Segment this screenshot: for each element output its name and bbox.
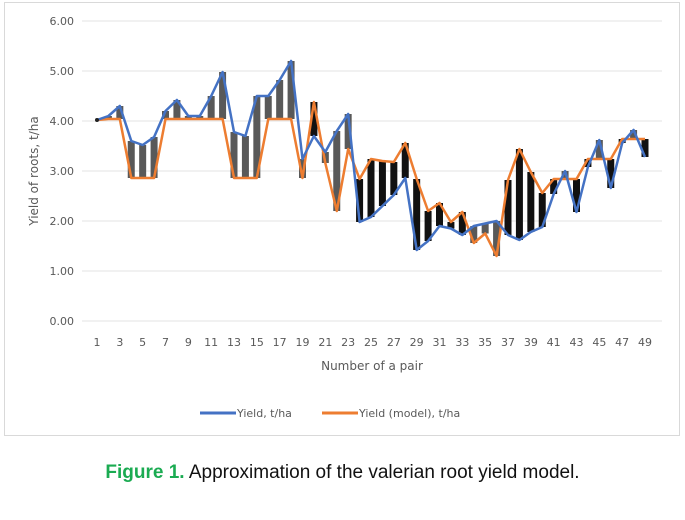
series-line-yield — [96, 59, 647, 252]
x-tick-label: 7 — [162, 336, 169, 349]
y-axis-title: Yield of roots, t/ha — [27, 116, 41, 226]
series-line-model — [96, 100, 645, 258]
difference-bar — [344, 114, 352, 149]
y-tick-label: 6.00 — [50, 15, 75, 28]
y-tick-label: 4.00 — [50, 115, 75, 128]
x-tick-label: 39 — [524, 336, 538, 349]
difference-bar — [458, 212, 466, 235]
difference-bar — [127, 141, 135, 178]
difference-bar — [253, 96, 261, 178]
x-tick-label: 19 — [296, 336, 310, 349]
x-tick-label: 29 — [410, 336, 424, 349]
difference-bar — [630, 130, 638, 139]
difference-bar — [241, 136, 249, 178]
difference-bar — [595, 140, 603, 159]
difference-bar — [196, 116, 204, 119]
difference-bar — [299, 159, 306, 178]
difference-bar — [378, 161, 386, 206]
difference-bar — [493, 221, 501, 256]
difference-bar — [207, 96, 215, 119]
y-tick-label: 2.00 — [50, 215, 75, 228]
legend: Yield, t/ha Yield (model), t/ha — [200, 407, 460, 420]
legend-label-yield: Yield, t/ha — [236, 407, 292, 420]
difference-bar — [436, 203, 443, 226]
difference-bar — [573, 179, 580, 212]
x-tick-label: 1 — [94, 336, 101, 349]
chart-frame — [4, 2, 680, 436]
data-point-marker — [95, 118, 99, 122]
difference-bar — [584, 159, 592, 167]
series-lines — [95, 59, 647, 258]
difference-bar — [333, 131, 341, 211]
difference-bar — [367, 159, 375, 217]
difference-bar — [390, 162, 398, 195]
difference-bar — [162, 111, 169, 119]
x-tick-label: 11 — [204, 336, 218, 349]
difference-bar — [230, 132, 238, 178]
x-tick-label: 9 — [185, 336, 192, 349]
difference-bar — [527, 172, 535, 232]
difference-bar — [550, 179, 558, 194]
x-tick-label: 31 — [433, 336, 447, 349]
difference-bar — [607, 159, 615, 188]
x-tick-label: 35 — [478, 336, 492, 349]
x-tick-label: 15 — [250, 336, 264, 349]
difference-bar — [424, 211, 432, 241]
difference-bar — [538, 193, 546, 227]
y-tick-label: 5.00 — [50, 65, 75, 78]
difference-bars — [104, 61, 649, 256]
x-tick-label: 45 — [592, 336, 606, 349]
legend-label-model: Yield (model), t/ha — [358, 407, 460, 420]
y-tick-label: 0.00 — [50, 315, 75, 328]
difference-bar — [276, 80, 284, 119]
difference-bar — [219, 72, 227, 119]
difference-bar — [264, 96, 272, 119]
difference-bar — [641, 139, 649, 157]
x-tick-label: 21 — [318, 336, 332, 349]
difference-bar — [139, 145, 147, 178]
y-tick-label: 3.00 — [50, 165, 75, 178]
x-tick-label: 43 — [570, 336, 584, 349]
figure-caption: Figure 1. Approximation of the valerian … — [0, 462, 685, 484]
difference-bar — [504, 180, 512, 235]
difference-bar — [287, 61, 295, 119]
figure-caption-text: Approximation of the valerian root yield… — [184, 462, 580, 483]
chart: 0.001.002.003.004.005.006.00 1 3 5 7 9 11 13 15… — [27, 15, 662, 420]
difference-bar — [116, 106, 124, 119]
x-axis-title: Number of a pair — [321, 359, 423, 373]
y-tick-label: 1.00 — [50, 265, 75, 278]
x-tick-label: 49 — [638, 336, 652, 349]
difference-bar — [173, 100, 181, 119]
x-tick-label: 41 — [547, 336, 561, 349]
difference-bar — [310, 102, 318, 136]
x-tick-label: 5 — [139, 336, 146, 349]
y-axis-ticks: 0.00 1.00 2.00 3.00 4.00 5.00 6.00 — [50, 15, 75, 328]
x-tick-label: 25 — [364, 336, 378, 349]
difference-bar — [470, 226, 478, 243]
x-tick-label: 47 — [615, 336, 629, 349]
x-tick-label: 3 — [116, 336, 123, 349]
difference-bar — [481, 223, 489, 234]
difference-bar — [515, 149, 523, 240]
figure-label: Figure 1. — [105, 462, 185, 483]
x-tick-label: 37 — [501, 336, 515, 349]
x-tick-label: 17 — [273, 336, 287, 349]
difference-bar — [184, 116, 192, 119]
difference-bar — [401, 143, 409, 178]
x-tick-label: 13 — [227, 336, 241, 349]
difference-bar — [150, 137, 158, 178]
x-tick-label: 33 — [455, 336, 469, 349]
x-tick-label: 23 — [341, 336, 355, 349]
difference-bar — [413, 179, 421, 250]
x-axis-ticks: 1 3 5 7 9 11 13 15 17 19 21 23 25 27 29 31 33 35 37 39 41 43 4… — [94, 336, 653, 349]
gridlines — [82, 20, 662, 322]
difference-bar — [447, 222, 455, 229]
difference-bar — [104, 116, 112, 119]
difference-bar — [356, 179, 364, 222]
x-tick-label: 27 — [387, 336, 401, 349]
